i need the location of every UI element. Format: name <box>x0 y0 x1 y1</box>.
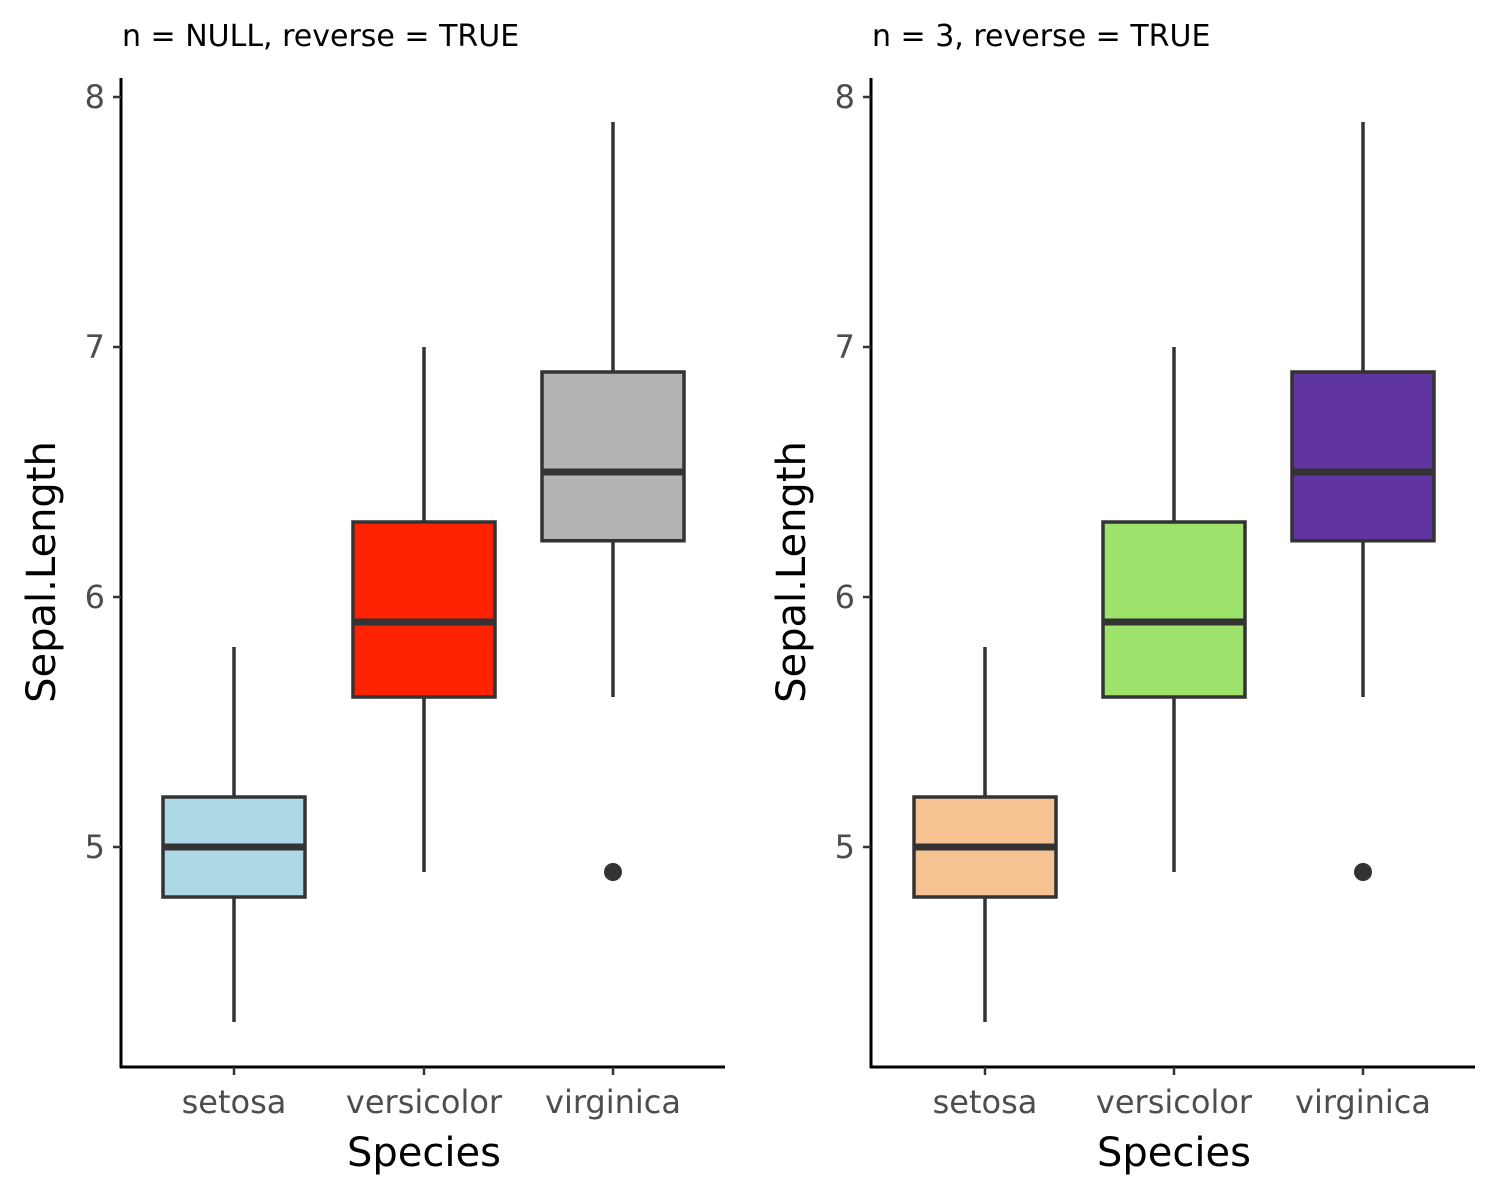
panel-title: n = 3, reverse = TRUE <box>872 19 1210 54</box>
box-body <box>1290 370 1436 543</box>
plot-area: 5 6 7 8 setosa versicolor virginica <box>835 78 1475 1121</box>
y-tick-label: 8 <box>85 78 105 116</box>
y-tick-label: 7 <box>85 328 105 366</box>
x-tick-label: virginica <box>545 1083 681 1121</box>
box-body <box>1101 520 1247 699</box>
x-axis-title: Species <box>1097 1130 1251 1176</box>
box-versicolor <box>351 347 497 872</box>
panel-left: n = NULL, reverse = TRUE Sepal.Length Sp… <box>19 19 725 1176</box>
y-tick-label: 8 <box>835 78 855 116</box>
box-body <box>351 520 497 699</box>
y-tick-label: 5 <box>835 828 855 866</box>
y-tick-label: 6 <box>835 578 855 616</box>
plot-area: 5 6 7 8 setosa versicolor virginica <box>85 78 725 1121</box>
y-axis-title: Sepal.Length <box>769 441 815 703</box>
x-tick-label: virginica <box>1295 1083 1431 1121</box>
outlier-point <box>1354 863 1372 881</box>
box-setosa <box>161 647 307 1022</box>
outlier-point <box>604 863 622 881</box>
box-body <box>540 370 686 543</box>
y-tick-label: 5 <box>85 828 105 866</box>
x-tick-label: versicolor <box>1096 1083 1253 1121</box>
x-tick-label: setosa <box>182 1083 287 1121</box>
y-axis-title: Sepal.Length <box>19 441 65 703</box>
box-setosa <box>912 647 1058 1022</box>
panel-right: n = 3, reverse = TRUE Sepal.Length Speci… <box>769 19 1475 1176</box>
panel-title: n = NULL, reverse = TRUE <box>122 19 519 54</box>
box-virginica <box>540 122 686 881</box>
box-versicolor <box>1101 347 1247 872</box>
x-tick-label: versicolor <box>346 1083 503 1121</box>
x-axis-title: Species <box>347 1130 501 1176</box>
x-tick-label: setosa <box>933 1083 1038 1121</box>
y-tick-label: 7 <box>835 328 855 366</box>
y-tick-label: 6 <box>85 578 105 616</box>
box-virginica <box>1290 122 1436 881</box>
